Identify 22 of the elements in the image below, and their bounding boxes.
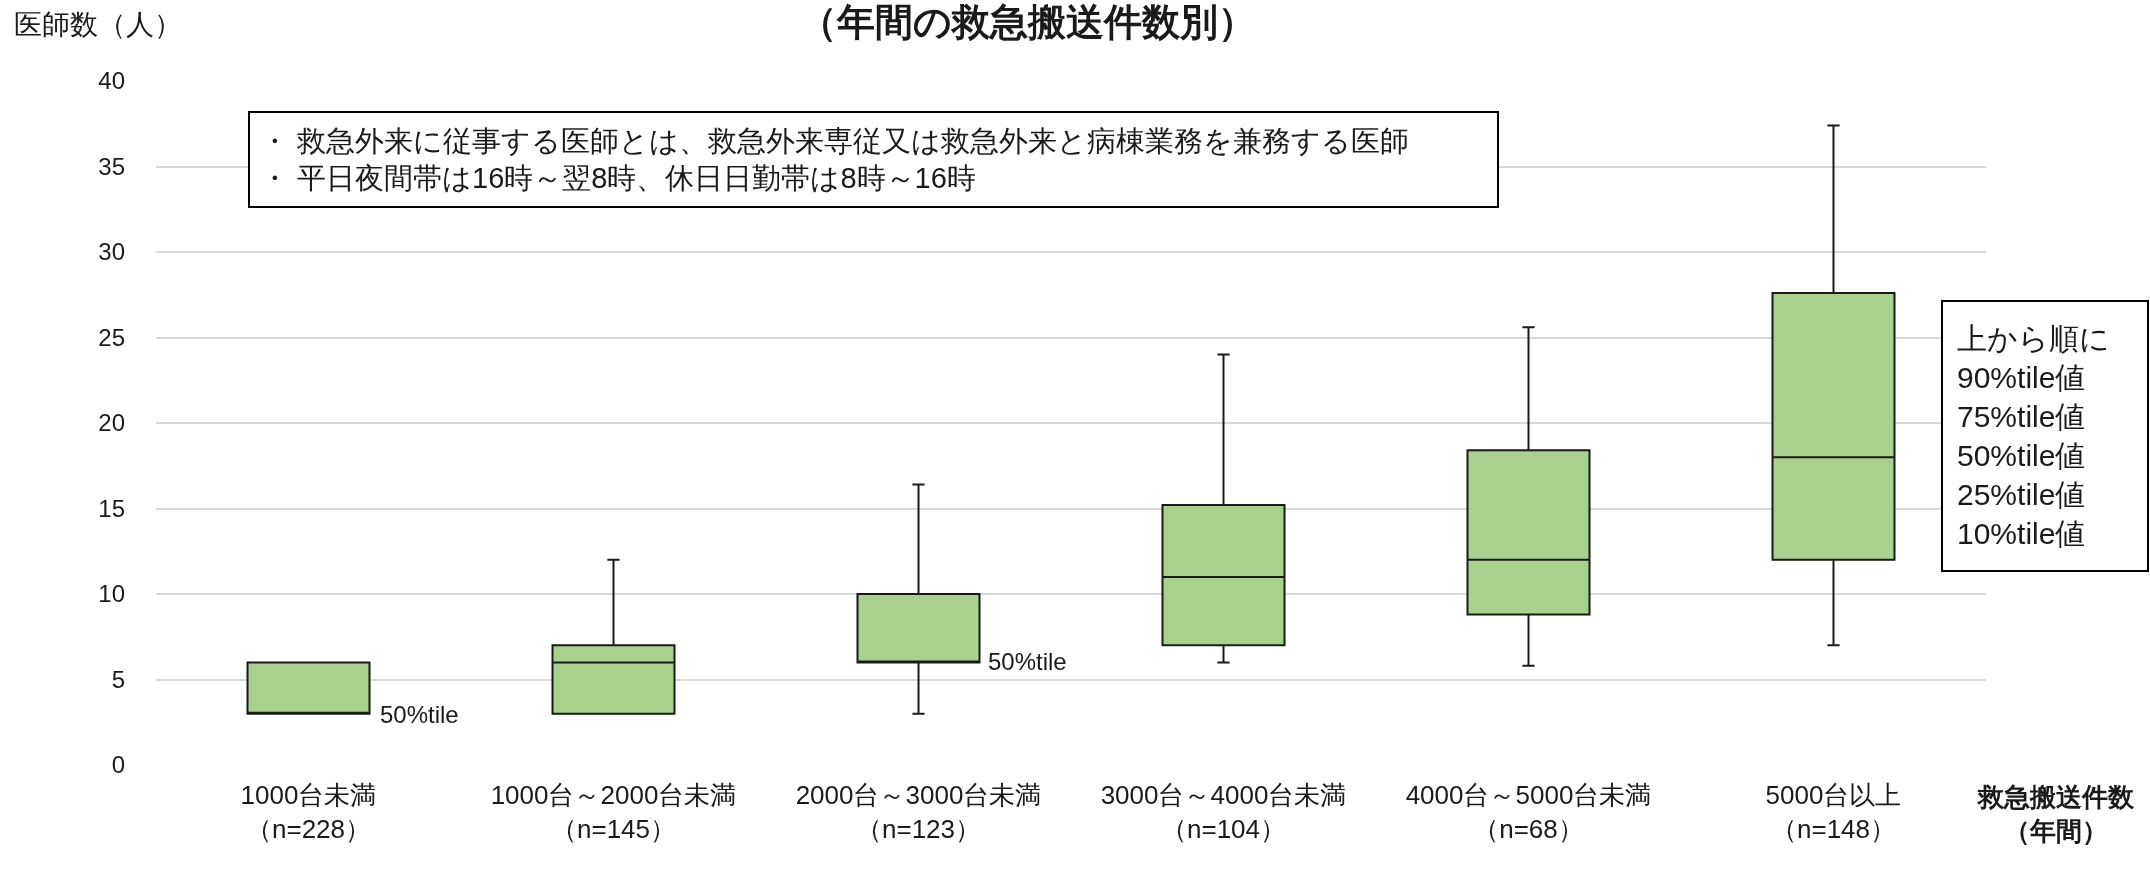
y-tick-label: 25 — [98, 323, 125, 351]
y-tick-label: 40 — [98, 67, 125, 95]
y-tick-label: 20 — [98, 409, 125, 437]
x-tick-label: 1000台～2000台未満（n=145） — [490, 780, 737, 844]
y-tick-label: 35 — [98, 152, 125, 180]
y-axis-title: 医師数（人） — [14, 9, 182, 40]
x-tick-label: 3000台～4000台未満（n=104） — [1100, 780, 1347, 844]
y-tick-label: 0 — [111, 751, 125, 779]
annotation: ・ 救急外来に従事する医師とは、救急外来専従又は救急外来と病棟業務を兼務する医師・ 平日夜間帯は16時～翌8時、休日日勤帯は8時～16時 — [260, 124, 1410, 195]
annotation: 上から順に 90%tile値 75%tile値 50%tile値 25%tile値 10%tile値 — [1957, 322, 2110, 550]
x-tick-label: 2000台～3000台未満（n=123） — [795, 780, 1042, 844]
y-tick-label: 30 — [98, 238, 125, 266]
annotation: 50%tile — [380, 701, 459, 728]
annotation: 50%tile — [988, 648, 1067, 675]
y-tick-label: 10 — [98, 580, 125, 608]
chart-title: （年間の救急搬送件数別） — [799, 1, 1257, 44]
x-tick-label: 1000台未満（n=228） — [240, 780, 377, 844]
y-tick-label: 5 — [111, 665, 125, 693]
y-tick-label: 15 — [98, 494, 125, 522]
x-axis-title: 救急搬送件数（年間） — [1976, 782, 2135, 846]
x-tick-label: 4000台～5000台未満（n=68） — [1405, 780, 1652, 844]
x-tick-label: 5000台以上（n=148） — [1765, 780, 1902, 844]
